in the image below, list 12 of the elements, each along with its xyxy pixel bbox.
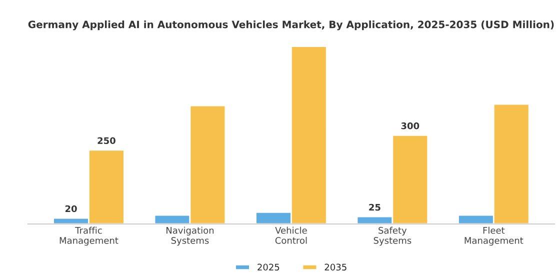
x-tick-label: Traffic Management	[60, 226, 118, 246]
data-label: 250	[98, 137, 116, 144]
chart-title: Germany Applied AI in Autonomous Vehicles Market, By Application, 2025-2035 (USD Million)	[28, 20, 554, 30]
legend-label: 2035	[324, 264, 346, 271]
data-label: 25	[369, 204, 380, 211]
x-tick-label: Navigation Systems	[166, 226, 214, 246]
x-tick-label: Safety Systems	[374, 226, 412, 246]
x-tick-label: Vehicle Control	[275, 226, 307, 244]
data-label: 20	[65, 205, 77, 212]
x-tick-label: Fleet Management	[464, 226, 524, 246]
legend-label: 2025	[258, 264, 280, 271]
data-label: 300	[401, 122, 420, 130]
